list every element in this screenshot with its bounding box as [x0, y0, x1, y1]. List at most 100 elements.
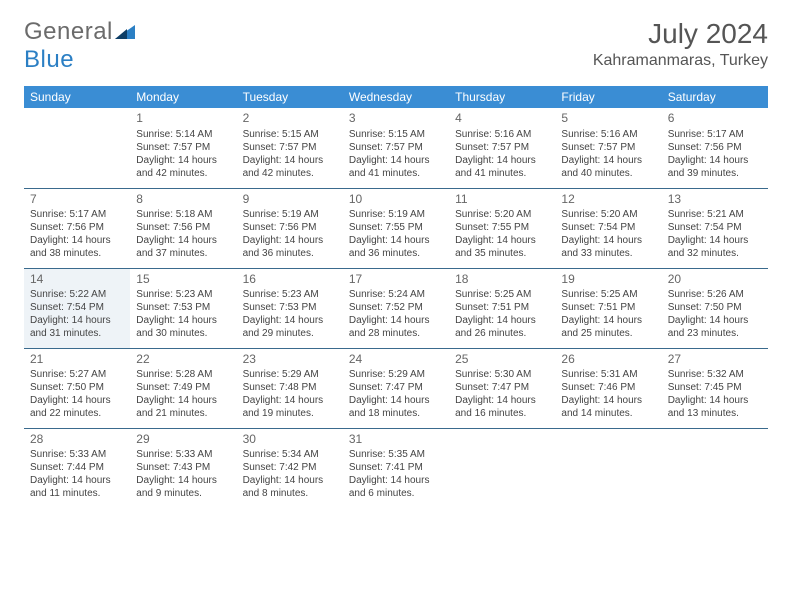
daylight-line: Daylight: 14 hours and 36 minutes.: [349, 234, 443, 260]
sunrise-line: Sunrise: 5:28 AM: [136, 368, 230, 381]
day-number: 23: [243, 352, 337, 368]
daylight-line: Daylight: 14 hours and 11 minutes.: [30, 474, 124, 500]
calendar-cell: 24Sunrise: 5:29 AMSunset: 7:47 PMDayligh…: [343, 348, 449, 428]
day-number: 9: [243, 192, 337, 208]
calendar-cell: 16Sunrise: 5:23 AMSunset: 7:53 PMDayligh…: [237, 268, 343, 348]
calendar-cell: 21Sunrise: 5:27 AMSunset: 7:50 PMDayligh…: [24, 348, 130, 428]
sunrise-line: Sunrise: 5:19 AM: [349, 208, 443, 221]
daylight-line: Daylight: 14 hours and 42 minutes.: [243, 154, 337, 180]
daylight-line: Daylight: 14 hours and 8 minutes.: [243, 474, 337, 500]
sunrise-line: Sunrise: 5:15 AM: [349, 128, 443, 141]
calendar-cell: 20Sunrise: 5:26 AMSunset: 7:50 PMDayligh…: [662, 268, 768, 348]
daylight-line: Daylight: 14 hours and 16 minutes.: [455, 394, 549, 420]
sunset-line: Sunset: 7:56 PM: [30, 221, 124, 234]
day-number: 4: [455, 111, 549, 127]
sunset-line: Sunset: 7:57 PM: [349, 141, 443, 154]
sunset-line: Sunset: 7:56 PM: [243, 221, 337, 234]
daylight-line: Daylight: 14 hours and 28 minutes.: [349, 314, 443, 340]
day-number: 2: [243, 111, 337, 127]
day-number: 17: [349, 272, 443, 288]
day-number: 20: [668, 272, 762, 288]
calendar-cell: 11Sunrise: 5:20 AMSunset: 7:55 PMDayligh…: [449, 188, 555, 268]
calendar-cell: 7Sunrise: 5:17 AMSunset: 7:56 PMDaylight…: [24, 188, 130, 268]
sunset-line: Sunset: 7:53 PM: [136, 301, 230, 314]
sunrise-line: Sunrise: 5:29 AM: [349, 368, 443, 381]
sunrise-line: Sunrise: 5:34 AM: [243, 448, 337, 461]
daylight-line: Daylight: 14 hours and 37 minutes.: [136, 234, 230, 260]
sunrise-line: Sunrise: 5:17 AM: [30, 208, 124, 221]
sunset-line: Sunset: 7:43 PM: [136, 461, 230, 474]
sunset-line: Sunset: 7:48 PM: [243, 381, 337, 394]
sunrise-line: Sunrise: 5:32 AM: [668, 368, 762, 381]
sunrise-line: Sunrise: 5:25 AM: [455, 288, 549, 301]
daylight-line: Daylight: 14 hours and 33 minutes.: [561, 234, 655, 260]
sunset-line: Sunset: 7:56 PM: [136, 221, 230, 234]
weekday-header: Tuesday: [237, 86, 343, 108]
daylight-line: Daylight: 14 hours and 38 minutes.: [30, 234, 124, 260]
logo: GeneralBlue: [24, 18, 135, 74]
sunset-line: Sunset: 7:57 PM: [561, 141, 655, 154]
sunrise-line: Sunrise: 5:23 AM: [136, 288, 230, 301]
calendar-cell: 18Sunrise: 5:25 AMSunset: 7:51 PMDayligh…: [449, 268, 555, 348]
sunset-line: Sunset: 7:49 PM: [136, 381, 230, 394]
calendar-cell: 3Sunrise: 5:15 AMSunset: 7:57 PMDaylight…: [343, 108, 449, 188]
sunrise-line: Sunrise: 5:15 AM: [243, 128, 337, 141]
day-number: 14: [30, 272, 124, 288]
calendar-cell: 28Sunrise: 5:33 AMSunset: 7:44 PMDayligh…: [24, 428, 130, 508]
sunset-line: Sunset: 7:54 PM: [668, 221, 762, 234]
logo-triangle-icon: [115, 18, 135, 46]
sunset-line: Sunset: 7:57 PM: [136, 141, 230, 154]
sunset-line: Sunset: 7:47 PM: [455, 381, 549, 394]
calendar-cell: 5Sunrise: 5:16 AMSunset: 7:57 PMDaylight…: [555, 108, 661, 188]
weekday-header: Thursday: [449, 86, 555, 108]
logo-word1: General: [24, 18, 113, 45]
calendar-cell: 4Sunrise: 5:16 AMSunset: 7:57 PMDaylight…: [449, 108, 555, 188]
day-number: 28: [30, 432, 124, 448]
sunset-line: Sunset: 7:46 PM: [561, 381, 655, 394]
calendar-cell: 19Sunrise: 5:25 AMSunset: 7:51 PMDayligh…: [555, 268, 661, 348]
calendar-cell: 1Sunrise: 5:14 AMSunset: 7:57 PMDaylight…: [130, 108, 236, 188]
daylight-line: Daylight: 14 hours and 19 minutes.: [243, 394, 337, 420]
logo-word2: Blue: [24, 46, 74, 73]
sunset-line: Sunset: 7:54 PM: [561, 221, 655, 234]
day-number: 6: [668, 111, 762, 127]
calendar-cell: 27Sunrise: 5:32 AMSunset: 7:45 PMDayligh…: [662, 348, 768, 428]
day-number: 7: [30, 192, 124, 208]
sunset-line: Sunset: 7:42 PM: [243, 461, 337, 474]
sunrise-line: Sunrise: 5:31 AM: [561, 368, 655, 381]
daylight-line: Daylight: 14 hours and 13 minutes.: [668, 394, 762, 420]
page-title: July 2024: [593, 18, 768, 50]
daylight-line: Daylight: 14 hours and 32 minutes.: [668, 234, 762, 260]
sunrise-line: Sunrise: 5:16 AM: [455, 128, 549, 141]
sunset-line: Sunset: 7:53 PM: [243, 301, 337, 314]
location-label: Kahramanmaras, Turkey: [593, 52, 768, 70]
sunrise-line: Sunrise: 5:20 AM: [561, 208, 655, 221]
sunset-line: Sunset: 7:55 PM: [455, 221, 549, 234]
sunrise-line: Sunrise: 5:27 AM: [30, 368, 124, 381]
sunset-line: Sunset: 7:55 PM: [349, 221, 443, 234]
sunset-line: Sunset: 7:45 PM: [668, 381, 762, 394]
calendar-cell: 9Sunrise: 5:19 AMSunset: 7:56 PMDaylight…: [237, 188, 343, 268]
day-number: 30: [243, 432, 337, 448]
daylight-line: Daylight: 14 hours and 29 minutes.: [243, 314, 337, 340]
day-number: 31: [349, 432, 443, 448]
calendar-cell: 25Sunrise: 5:30 AMSunset: 7:47 PMDayligh…: [449, 348, 555, 428]
sunrise-line: Sunrise: 5:16 AM: [561, 128, 655, 141]
sunset-line: Sunset: 7:44 PM: [30, 461, 124, 474]
day-number: 15: [136, 272, 230, 288]
day-number: 5: [561, 111, 655, 127]
daylight-line: Daylight: 14 hours and 6 minutes.: [349, 474, 443, 500]
sunset-line: Sunset: 7:51 PM: [561, 301, 655, 314]
calendar-cell: 15Sunrise: 5:23 AMSunset: 7:53 PMDayligh…: [130, 268, 236, 348]
day-number: 1: [136, 111, 230, 127]
calendar-cell: 17Sunrise: 5:24 AMSunset: 7:52 PMDayligh…: [343, 268, 449, 348]
weekday-header: Saturday: [662, 86, 768, 108]
daylight-line: Daylight: 14 hours and 22 minutes.: [30, 394, 124, 420]
daylight-line: Daylight: 14 hours and 26 minutes.: [455, 314, 549, 340]
sunrise-line: Sunrise: 5:24 AM: [349, 288, 443, 301]
sunrise-line: Sunrise: 5:18 AM: [136, 208, 230, 221]
calendar-cell: 26Sunrise: 5:31 AMSunset: 7:46 PMDayligh…: [555, 348, 661, 428]
calendar-cell: 14Sunrise: 5:22 AMSunset: 7:54 PMDayligh…: [24, 268, 130, 348]
daylight-line: Daylight: 14 hours and 18 minutes.: [349, 394, 443, 420]
sunset-line: Sunset: 7:50 PM: [668, 301, 762, 314]
